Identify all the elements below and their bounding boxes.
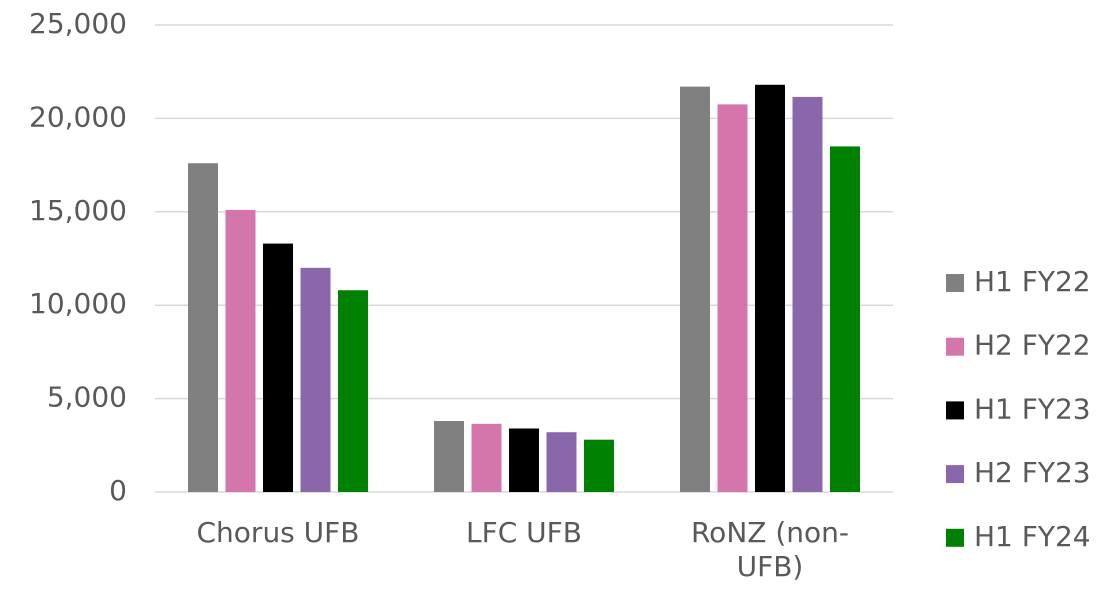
bar	[434, 421, 464, 492]
bar	[717, 104, 748, 492]
legend-label: H1 FY22	[974, 265, 1091, 298]
x-tick-label: Chorus UFB	[196, 516, 360, 549]
bar	[680, 86, 710, 493]
legend-swatch	[946, 401, 964, 420]
legend-swatch	[946, 528, 964, 547]
y-tick-label: 0	[109, 474, 127, 507]
y-tick-label: 25,000	[29, 7, 127, 40]
y-tick-label: 20,000	[29, 100, 127, 133]
legend-swatch	[946, 337, 964, 356]
bar	[792, 96, 823, 492]
legend-swatch	[946, 274, 964, 292]
legend-label: H1 FY23	[974, 392, 1091, 425]
bar	[300, 267, 331, 492]
bar	[471, 423, 502, 492]
legend-label: H2 FY22	[974, 329, 1091, 362]
legend-label: H1 FY24	[974, 520, 1091, 553]
bar	[755, 84, 785, 492]
bar	[509, 428, 539, 492]
y-tick-label: 10,000	[29, 287, 127, 320]
bar	[546, 432, 577, 492]
y-tick-label: 15,000	[29, 194, 127, 227]
bar	[263, 243, 293, 492]
bar	[188, 163, 218, 492]
y-tick-label: 5,000	[47, 381, 127, 414]
legend-label: H2 FY23	[974, 456, 1091, 489]
bar	[338, 290, 368, 492]
bar	[584, 439, 614, 492]
legend-swatch	[946, 465, 964, 484]
x-tick-label: LFC UFB	[466, 516, 582, 549]
bar	[225, 209, 256, 492]
bar	[830, 146, 860, 493]
x-tick-label: RoNZ (non-UFB)	[690, 516, 849, 583]
